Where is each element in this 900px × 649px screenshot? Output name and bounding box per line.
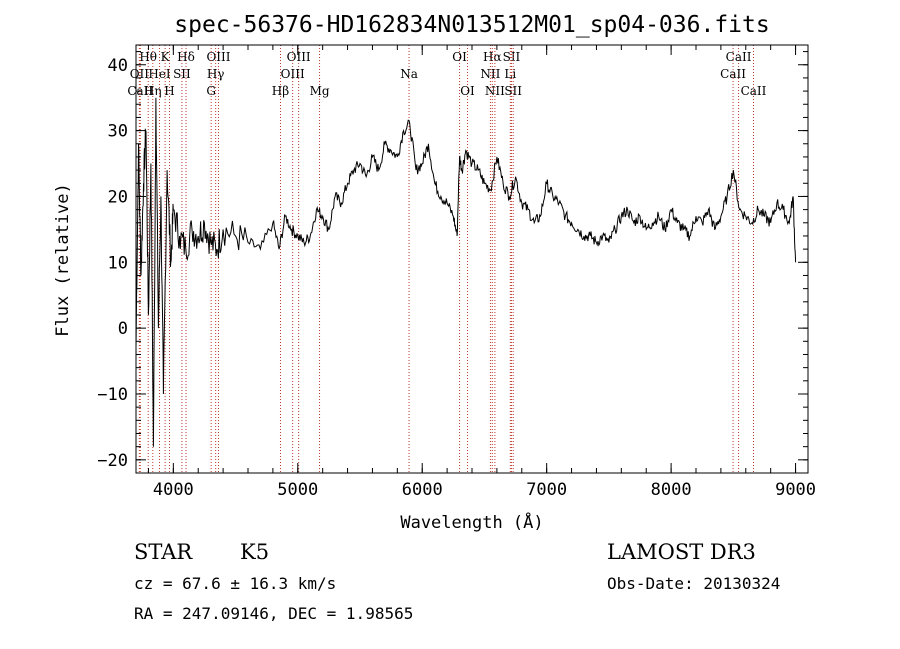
x-tick-label: 7000 bbox=[526, 480, 567, 500]
y-tick-label: −10 bbox=[97, 385, 128, 405]
object-class: STAR bbox=[134, 540, 193, 564]
marker-label: SII bbox=[173, 67, 191, 81]
marker-label: OIII bbox=[206, 50, 230, 64]
x-tick-label: 9000 bbox=[775, 480, 816, 500]
plot-frame bbox=[135, 44, 809, 474]
marker-label: H bbox=[164, 84, 174, 98]
marker-label: Li bbox=[504, 67, 516, 81]
x-axis: 4000 5000 6000 7000 8000 9000 bbox=[147, 45, 816, 500]
marker-label: Mg bbox=[310, 84, 330, 98]
y-tick-label: 40 bbox=[108, 56, 128, 76]
marker-label: CaII bbox=[741, 84, 767, 98]
y-tick-label: 10 bbox=[108, 253, 128, 273]
marker-label: HeI bbox=[148, 67, 171, 81]
x-axis-label: Wavelength (Å) bbox=[400, 511, 543, 533]
coordinates: RA = 247.09146, DEC = 1.98565 bbox=[134, 604, 414, 623]
marker-label: NII bbox=[485, 84, 505, 98]
y-axis-label: Flux (relative) bbox=[53, 183, 73, 337]
y-tick-label: 20 bbox=[108, 187, 128, 207]
object-subclass: K5 bbox=[240, 540, 270, 564]
marker-label: OI bbox=[460, 84, 475, 98]
x-tick-label: 8000 bbox=[651, 480, 692, 500]
chart-title: spec-56376-HD162834N013512M01_sp04-036.f… bbox=[174, 12, 769, 38]
y-tick-label: 0 bbox=[118, 319, 128, 339]
marker-label: Hγ bbox=[207, 67, 225, 81]
y-axis: −20 −10 0 10 20 30 40 bbox=[97, 51, 808, 471]
y-tick-label: 30 bbox=[108, 122, 128, 142]
flux-line bbox=[135, 97, 797, 447]
marker-label: G bbox=[206, 84, 216, 98]
marker-label: Na bbox=[400, 67, 418, 81]
marker-label: Hβ bbox=[272, 84, 289, 98]
marker-label: Hα bbox=[483, 50, 502, 64]
marker-label: OI bbox=[452, 50, 467, 64]
marker-label: NII bbox=[480, 67, 500, 81]
obs-date: Obs-Date: 20130324 bbox=[607, 574, 781, 593]
marker-label: CaII bbox=[726, 50, 752, 64]
marker-label: Hδ bbox=[177, 50, 195, 64]
marker-label: SII bbox=[503, 50, 521, 64]
marker-label: K bbox=[161, 50, 171, 64]
marker-label: CaII bbox=[720, 67, 746, 81]
marker-label: Hθ bbox=[139, 50, 157, 64]
spectrum-chart: spec-56376-HD162834N013512M01_sp04-036.f… bbox=[53, 12, 816, 533]
flux-series bbox=[135, 97, 797, 447]
marker-label: OIII bbox=[281, 67, 305, 81]
x-tick-label: 6000 bbox=[402, 480, 443, 500]
redshift-text: cz = 67.6 ± 16.3 km/s bbox=[134, 574, 337, 593]
survey-label: LAMOST DR3 bbox=[607, 540, 756, 564]
marker-label: SII bbox=[504, 84, 522, 98]
marker-label: OIII bbox=[287, 50, 311, 64]
x-tick-label: 4000 bbox=[153, 480, 194, 500]
marker-label: Hη bbox=[144, 84, 162, 98]
marker-label: OII bbox=[130, 67, 150, 81]
x-tick-label: 5000 bbox=[277, 480, 318, 500]
y-tick-label: −20 bbox=[97, 451, 128, 471]
